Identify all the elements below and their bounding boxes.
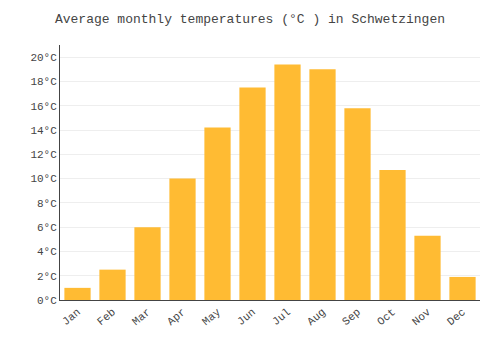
svg-text:Aug: Aug [305,306,328,328]
svg-text:Jan: Jan [60,306,83,328]
svg-text:Mar: Mar [130,306,153,328]
svg-text:May: May [200,306,223,328]
svg-text:14°C: 14°C [30,125,57,137]
svg-text:18°C: 18°C [30,76,57,88]
svg-text:2°C: 2°C [37,271,57,283]
svg-text:6°C: 6°C [37,222,57,234]
svg-text:Apr: Apr [165,306,188,328]
svg-text:0°C: 0°C [37,295,57,307]
svg-text:Sep: Sep [340,306,363,328]
svg-text:16°C: 16°C [30,101,57,113]
svg-text:Nov: Nov [410,306,433,328]
svg-text:Jul: Jul [270,306,293,328]
svg-text:20°C: 20°C [30,52,57,64]
svg-text:8°C: 8°C [37,198,57,210]
svg-text:Feb: Feb [95,306,118,328]
svg-text:Oct: Oct [375,306,398,328]
svg-text:12°C: 12°C [30,149,57,161]
svg-text:Jun: Jun [235,306,258,328]
svg-text:4°C: 4°C [37,246,57,258]
svg-text:10°C: 10°C [30,173,57,185]
svg-text:Dec: Dec [445,306,468,328]
svg-text:Average monthly temperatures (: Average monthly temperatures (°C ) in Sc… [55,12,445,27]
